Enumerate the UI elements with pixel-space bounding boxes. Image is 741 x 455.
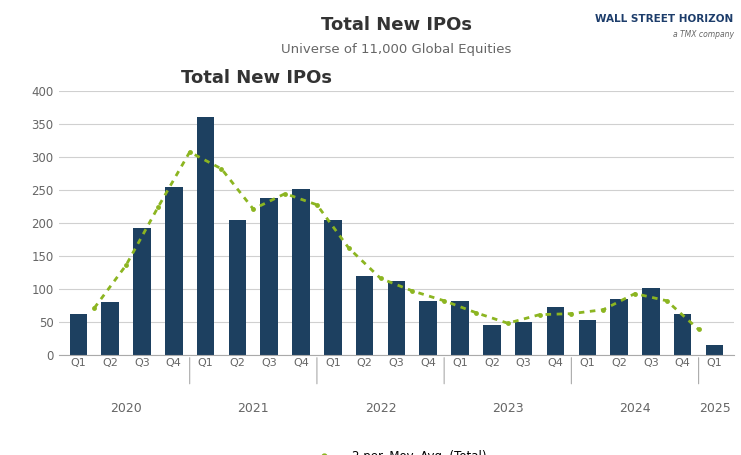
Bar — [388, 281, 405, 355]
Bar — [292, 189, 310, 355]
Bar — [674, 314, 691, 355]
Text: 2022: 2022 — [365, 402, 396, 415]
Bar — [102, 302, 119, 355]
Text: a TMX company: a TMX company — [673, 30, 734, 39]
Bar — [133, 228, 150, 355]
Bar — [324, 220, 342, 355]
Bar — [356, 276, 373, 355]
Bar — [260, 198, 278, 355]
Bar — [197, 117, 214, 355]
Bar — [483, 324, 501, 355]
Bar — [451, 301, 469, 355]
Bar — [547, 308, 564, 355]
Text: Total New IPOs: Total New IPOs — [181, 69, 332, 86]
Bar — [611, 299, 628, 355]
Bar — [70, 314, 87, 355]
Text: 2025: 2025 — [699, 402, 731, 415]
Text: 2020: 2020 — [110, 402, 142, 415]
Text: 2021: 2021 — [238, 402, 269, 415]
Legend: 2 per. Mov. Avg. (Total): 2 per. Mov. Avg. (Total) — [302, 445, 491, 455]
Bar — [165, 187, 182, 355]
Text: Universe of 11,000 Global Equities: Universe of 11,000 Global Equities — [282, 43, 511, 56]
Text: WALL STREET HORIZON: WALL STREET HORIZON — [595, 14, 734, 24]
Bar — [229, 220, 246, 355]
Bar — [419, 301, 437, 355]
Bar — [579, 320, 596, 355]
Bar — [515, 322, 533, 355]
Text: Total New IPOs: Total New IPOs — [321, 16, 472, 34]
Bar — [642, 288, 659, 355]
Text: 2024: 2024 — [619, 402, 651, 415]
Text: 2023: 2023 — [492, 402, 524, 415]
Bar — [705, 345, 723, 355]
